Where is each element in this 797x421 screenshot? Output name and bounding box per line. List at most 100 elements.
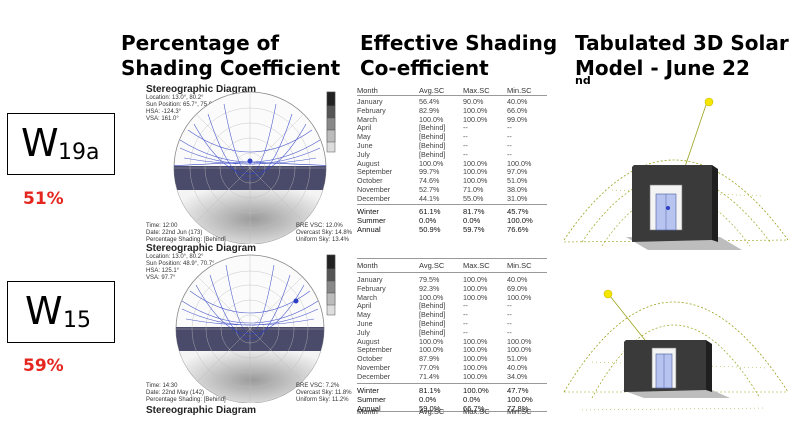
cell-avg: 50.9%: [419, 224, 441, 234]
table-row: August 100.0% 100.0% 100.0%: [357, 337, 547, 346]
cell-avg: 0.0%: [419, 215, 437, 225]
cell-min: 100.0%: [507, 158, 532, 168]
cell-max: 0.0%: [463, 394, 481, 404]
footer-line: Uniform Sky: 11.2%: [296, 397, 349, 403]
heading-shading-coefficient: Percentage of Shading Coefficient: [121, 31, 340, 81]
col-avg: Avg.SC: [419, 86, 445, 95]
solar-model-3d-2: [563, 289, 789, 411]
window-letter: W: [25, 289, 63, 333]
cell-avg: [Behind]: [419, 319, 446, 328]
cell-avg: 59.0%: [419, 403, 441, 413]
window-w15-percent: 59%: [23, 356, 64, 376]
cell-avg: 92.3%: [419, 283, 440, 293]
table-row: December 44.1% 55.0% 31.0%: [357, 194, 547, 203]
cell-avg: [Behind]: [419, 301, 446, 311]
cell-max: 100.0%: [463, 283, 488, 293]
col-max: Max.SC: [463, 261, 490, 270]
table-row: April [Behind] -- --: [357, 301, 547, 310]
cell-min: 76.6%: [507, 224, 529, 234]
cell-min: 34.0%: [507, 371, 528, 381]
cell-avg: 100.0%: [419, 114, 444, 124]
cell-month: August: [357, 158, 380, 168]
cell-min: 97.0%: [507, 167, 528, 177]
cell-max: 100.0%: [463, 292, 488, 302]
cell-avg: 100.0%: [419, 292, 444, 302]
info-line: VSA: 97.7°: [146, 275, 176, 281]
cell-min: --: [507, 141, 512, 150]
table-divider: [357, 95, 547, 96]
cell-month: November: [357, 185, 391, 194]
diagram-footer-right: BRE VSC: 7.2% Overcast Sky: 11.8% Unifor…: [296, 383, 352, 404]
cell-min: --: [507, 301, 512, 311]
cell-avg: 100.0%: [419, 336, 444, 346]
diagram-footer-left: Time: 14:30 Date: 22nd May (142) Percent…: [146, 383, 226, 404]
table-header: Month Avg.SC Max.SC Min.SC: [357, 86, 547, 95]
cell-month: February: [357, 105, 386, 115]
cell-month: Winter: [357, 207, 379, 216]
cell-max: --: [463, 123, 468, 133]
footer-line: BRE VSC: 12.0%: [296, 223, 343, 229]
cell-min: 69.0%: [507, 283, 528, 293]
footer-line: Percentage Shading: [Behind]: [146, 237, 226, 243]
info-line: Sun Position: 48.9°, 70.7°: [146, 261, 215, 267]
cell-max: 100.0%: [463, 371, 488, 381]
cell-month: December: [357, 371, 391, 381]
footer-line: Overcast Sky: 11.8%: [296, 390, 352, 396]
table-row: February 82.9% 100.0% 66.0%: [357, 106, 547, 115]
table-row: Summer 0.0% 0.0% 100.0%: [357, 395, 547, 404]
cell-max: 71.0%: [463, 185, 484, 194]
diagram-info: Location: 13.0°, 80.2° Sun Position: 65.…: [146, 95, 215, 123]
info-line: Location: 13.0°, 80.2°: [146, 95, 204, 101]
table-divider: [357, 258, 547, 259]
cell-max: 0.0%: [463, 215, 481, 225]
footer-line: Percentage Shading: [Behind]: [146, 397, 226, 403]
col-avg: Avg.SC: [419, 261, 445, 270]
footer-line: Time: 12:00: [146, 223, 178, 229]
cell-avg: 52.7%: [419, 185, 440, 194]
cell-min: 40.0%: [507, 275, 528, 284]
info-line: Location: 13.0°, 80.2°: [146, 254, 204, 260]
info-line: VSA: 161.0°: [146, 116, 179, 122]
cell-month: Annual: [357, 403, 381, 413]
cell-avg: 99.7%: [419, 167, 440, 177]
cell-month: June: [357, 319, 373, 328]
cell-avg: 100.0%: [419, 345, 444, 355]
cell-month: May: [357, 310, 371, 320]
cell-max: 100.0%: [463, 386, 489, 395]
cell-max: 59.7%: [463, 224, 485, 234]
cell-min: 100.0%: [507, 345, 532, 355]
cell-max: 100.0%: [463, 363, 488, 372]
cell-avg: [Behind]: [419, 132, 446, 142]
cell-max: 100.0%: [463, 167, 488, 177]
table-divider: [357, 272, 547, 273]
cell-min: 40.0%: [507, 363, 528, 372]
cell-min: --: [507, 327, 512, 337]
cell-max: 81.7%: [463, 207, 485, 216]
cell-max: --: [463, 141, 468, 150]
info-line: Sun Position: 65.7°, 75.0°: [146, 102, 215, 108]
cell-avg: 77.0%: [419, 363, 440, 372]
cell-min: 51.0%: [507, 176, 528, 186]
heading-line: Percentage of: [121, 31, 280, 55]
cell-min: --: [507, 132, 512, 142]
heading-line: Co-efficient: [360, 56, 489, 80]
cell-avg: 87.9%: [419, 354, 440, 364]
cell-month: November: [357, 363, 391, 372]
table-row: August 100.0% 100.0% 100.0%: [357, 159, 547, 168]
table-row: Winter 61.1% 81.7% 45.7%: [357, 207, 547, 216]
table-row: December 71.4% 100.0% 34.0%: [357, 372, 547, 381]
cell-max: 100.0%: [463, 158, 488, 168]
cell-avg: 61.1%: [419, 207, 441, 216]
table-row: May [Behind] -- --: [357, 132, 547, 141]
heading-effective-shading: Effective Shading Co-efficient: [360, 31, 557, 81]
diagram-title: Stereographic Diagram: [146, 84, 257, 95]
shading-table-2: Month Avg.SC Max.SC Min.SC January 79.5% 1…: [357, 258, 549, 421]
cell-max: --: [463, 319, 468, 328]
table-row: June [Behind] -- --: [357, 141, 547, 150]
cell-month: March: [357, 292, 377, 302]
col-max: Max.SC: [463, 86, 490, 95]
cell-avg: [Behind]: [419, 327, 446, 337]
cell-avg: 0.0%: [419, 394, 437, 404]
cell-min: 100.0%: [507, 292, 532, 302]
